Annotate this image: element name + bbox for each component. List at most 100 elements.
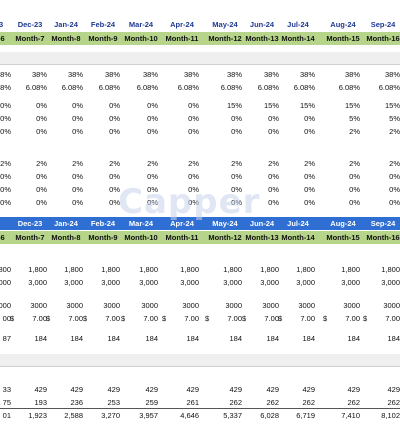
- assumption-cell[interactable]: 0%: [72, 185, 83, 194]
- data-cell[interactable]: 262: [229, 398, 242, 407]
- data-cell[interactable]: 429: [302, 385, 315, 394]
- assumption-cell[interactable]: 2%: [231, 159, 242, 168]
- date-header-cell[interactable]: Jul-24: [287, 219, 309, 228]
- assumption-cell[interactable]: 0%: [188, 114, 199, 123]
- data-cell[interactable]: 1,800: [296, 265, 315, 274]
- price-cell[interactable]: 7.00: [264, 314, 279, 323]
- assumption-cell[interactable]: 0%: [188, 198, 199, 207]
- assumption-cell[interactable]: 38%: [67, 70, 83, 79]
- price-cell[interactable]: 7.00: [105, 314, 120, 323]
- date-header-cell[interactable]: Jul-24: [287, 20, 309, 29]
- assumption-cell[interactable]: 38%: [226, 70, 242, 79]
- price-cell[interactable]: 7.00: [184, 314, 199, 323]
- assumption-cell[interactable]: 0%: [268, 198, 279, 207]
- data-cell[interactable]: 184: [302, 334, 315, 343]
- data-cell[interactable]: 236: [70, 398, 83, 407]
- assumption-cell[interactable]: 0%: [349, 198, 360, 207]
- assumption-cell[interactable]: 6.08%: [293, 83, 315, 92]
- data-cell[interactable]: 193: [34, 398, 47, 407]
- month-header-cell[interactable]: Month-15: [326, 34, 360, 43]
- assumption-cell[interactable]: 0%: [0, 172, 11, 181]
- assumption-cell[interactable]: 8%: [0, 83, 11, 92]
- date-header-cell[interactable]: Dec-23: [17, 219, 43, 228]
- assumption-cell[interactable]: 0%: [147, 127, 158, 136]
- assumption-cell[interactable]: 0%: [231, 198, 242, 207]
- data-cell[interactable]: 184: [34, 334, 47, 343]
- month-header-cell[interactable]: n-6: [0, 233, 5, 242]
- data-cell[interactable]: 262: [302, 398, 315, 407]
- month-header-cell[interactable]: Month-10: [124, 34, 158, 43]
- data-cell[interactable]: 5,337: [223, 411, 242, 420]
- data-cell[interactable]: 3,270: [101, 411, 120, 420]
- month-header-cell[interactable]: Month-10: [124, 233, 158, 242]
- assumption-cell[interactable]: 6.08%: [98, 83, 120, 92]
- data-cell[interactable]: 429: [70, 385, 83, 394]
- assumption-cell[interactable]: 0%: [109, 101, 120, 110]
- date-header-cell[interactable]: May-24: [212, 219, 238, 228]
- assumption-cell[interactable]: 6.08%: [25, 83, 47, 92]
- data-cell[interactable]: 800: [0, 265, 11, 274]
- month-header-cell[interactable]: Month-16: [366, 34, 400, 43]
- data-cell[interactable]: 184: [186, 334, 199, 343]
- month-header-cell[interactable]: Month-8: [51, 233, 81, 242]
- month-header-cell[interactable]: Month-12: [208, 233, 242, 242]
- assumption-cell[interactable]: 6.08%: [61, 83, 83, 92]
- assumption-cell[interactable]: 2%: [304, 159, 315, 168]
- data-cell[interactable]: 3,000: [223, 278, 242, 287]
- date-header-cell[interactable]: Jan-24: [54, 20, 78, 29]
- data-cell[interactable]: 3,000: [296, 278, 315, 287]
- data-cell[interactable]: 429: [387, 385, 400, 394]
- assumption-cell[interactable]: 2%: [36, 159, 47, 168]
- data-cell[interactable]: 000: [0, 278, 11, 287]
- assumption-cell[interactable]: 15%: [384, 101, 400, 110]
- date-header-cell[interactable]: Jan-24: [54, 219, 78, 228]
- assumption-cell[interactable]: 0%: [109, 185, 120, 194]
- assumption-cell[interactable]: 0%: [0, 101, 11, 110]
- assumption-cell[interactable]: 38%: [299, 70, 315, 79]
- date-header-cell[interactable]: Dec-23: [17, 20, 43, 29]
- assumption-cell[interactable]: 2%: [349, 127, 360, 136]
- assumption-cell[interactable]: 6.08%: [136, 83, 158, 92]
- assumption-cell[interactable]: 0%: [231, 114, 242, 123]
- assumption-cell[interactable]: 2%: [109, 159, 120, 168]
- assumption-cell[interactable]: 0%: [72, 127, 83, 136]
- assumption-cell[interactable]: 2%: [147, 159, 158, 168]
- data-cell[interactable]: 184: [107, 334, 120, 343]
- assumption-cell[interactable]: 38%: [384, 70, 400, 79]
- data-cell[interactable]: 3000: [298, 301, 315, 310]
- date-header-cell[interactable]: Apr-24: [170, 20, 194, 29]
- data-cell[interactable]: 261: [186, 398, 199, 407]
- data-cell[interactable]: 184: [347, 334, 360, 343]
- month-header-cell[interactable]: n-6: [0, 34, 5, 43]
- data-cell[interactable]: 1,800: [341, 265, 360, 274]
- assumption-cell[interactable]: 0%: [0, 198, 11, 207]
- assumption-cell[interactable]: 2%: [72, 159, 83, 168]
- assumption-cell[interactable]: 0%: [349, 172, 360, 181]
- assumption-cell[interactable]: 0%: [147, 114, 158, 123]
- assumption-cell[interactable]: 0%: [349, 185, 360, 194]
- month-header-cell[interactable]: Month-14: [281, 34, 315, 43]
- month-header-cell[interactable]: Month-7: [15, 34, 45, 43]
- data-cell[interactable]: 1,800: [381, 265, 400, 274]
- assumption-cell[interactable]: 0%: [109, 114, 120, 123]
- assumption-cell[interactable]: 2%: [0, 159, 11, 168]
- data-cell[interactable]: 184: [387, 334, 400, 343]
- data-cell[interactable]: 1,800: [64, 265, 83, 274]
- assumption-cell[interactable]: 0%: [0, 114, 11, 123]
- data-cell[interactable]: 33: [2, 385, 11, 394]
- assumption-cell[interactable]: 0%: [231, 185, 242, 194]
- assumption-cell[interactable]: 0%: [188, 185, 199, 194]
- month-header-cell[interactable]: Month-7: [15, 233, 45, 242]
- month-header-cell[interactable]: Month-13: [245, 34, 279, 43]
- price-cell[interactable]: 7.00: [143, 314, 158, 323]
- data-cell[interactable]: 3,000: [341, 278, 360, 287]
- assumption-cell[interactable]: 0%: [188, 172, 199, 181]
- date-header-cell[interactable]: Mar-24: [128, 219, 154, 228]
- assumption-cell[interactable]: 15%: [263, 101, 279, 110]
- assumption-cell[interactable]: 0%: [304, 185, 315, 194]
- date-header-cell[interactable]: May-24: [212, 20, 238, 29]
- data-cell[interactable]: 429: [186, 385, 199, 394]
- data-cell[interactable]: 429: [347, 385, 360, 394]
- data-cell[interactable]: 3000: [383, 301, 400, 310]
- assumption-cell[interactable]: 38%: [183, 70, 199, 79]
